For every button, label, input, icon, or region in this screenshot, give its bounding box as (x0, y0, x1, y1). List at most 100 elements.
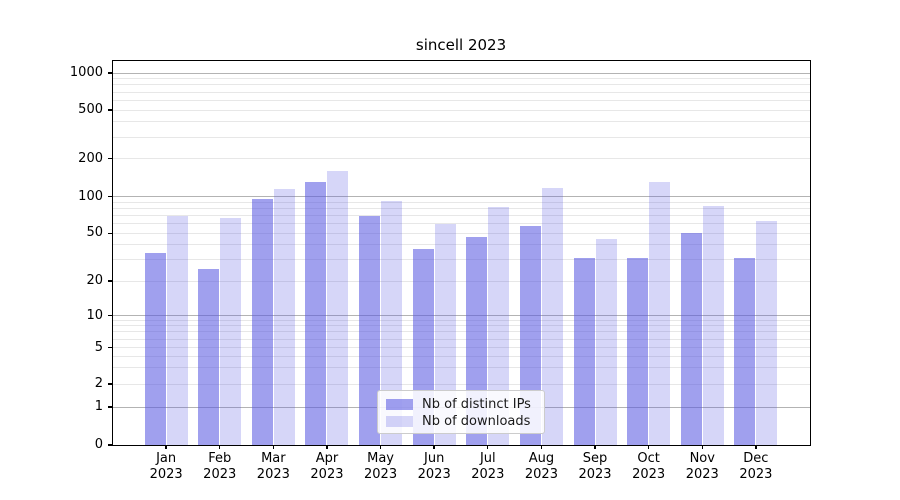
minor-gridline (112, 99, 810, 101)
x-tick-label: Jan 2023 (136, 451, 196, 483)
x-tick-label: Sep 2023 (565, 451, 625, 483)
y-tick (108, 406, 112, 408)
bar-distinct-ips-may-2023 (359, 215, 381, 445)
x-tick (433, 445, 435, 449)
legend-swatch-downloads (386, 415, 413, 427)
bar-distinct-ips-feb-2023 (198, 269, 220, 445)
y-tick (108, 232, 112, 234)
minor-gridline (112, 158, 810, 159)
major-gridline (112, 196, 810, 198)
bar-distinct-ips-jan-2023 (144, 253, 166, 445)
bar-downloads-aug-2023 (541, 188, 563, 445)
y-tick-label: 200 (78, 150, 103, 166)
bar-downloads-jan-2023 (166, 215, 188, 445)
x-tick-label-month: Dec (743, 451, 769, 466)
x-tick (540, 445, 543, 449)
x-tick-label: Mar 2023 (243, 451, 303, 483)
bar-downloads-jun-2023 (434, 223, 456, 445)
x-tick-label-month: Jul (479, 451, 496, 466)
minor-gridline (112, 338, 810, 340)
bar-downloads-feb-2023 (220, 217, 242, 445)
x-tick-label: Nov 2023 (672, 451, 732, 483)
minor-gridline (112, 201, 810, 203)
x-tick (272, 445, 275, 449)
x-tick-label-month: Sep (582, 451, 608, 466)
bar-downloads-dec-2023 (756, 221, 778, 445)
y-tick (108, 72, 112, 74)
minor-gridline (112, 136, 810, 138)
bar-distinct-ips-mar-2023 (251, 199, 273, 445)
y-tick (108, 346, 112, 349)
x-tick-label-year: 2023 (256, 467, 290, 482)
y-tick (108, 383, 112, 385)
y-tick (108, 444, 112, 446)
x-tick-label-year: 2023 (417, 467, 451, 482)
minor-gridline (112, 91, 810, 93)
bar-distinct-ips-dec-2023 (734, 258, 756, 445)
axis-spine-top (111, 60, 811, 62)
minor-gridline (112, 280, 810, 282)
y-tick-label: 50 (86, 225, 103, 241)
bar-distinct-ips-sep-2023 (573, 258, 595, 445)
minor-gridline (112, 259, 810, 261)
axis-spine-bottom (111, 445, 811, 447)
y-tick-label: 0 (94, 437, 103, 452)
minor-gridline (112, 121, 810, 123)
y-tick (108, 314, 112, 317)
y-tick (108, 109, 112, 111)
x-tick (701, 445, 703, 449)
x-tick (326, 445, 328, 449)
x-tick-label-year: 2023 (524, 467, 558, 482)
y-tick-label: 20 (86, 273, 103, 288)
minor-gridline (112, 347, 810, 348)
x-tick-label-year: 2023 (364, 467, 398, 482)
legend-swatch-distinct-ips (386, 398, 413, 410)
x-tick-label: Feb 2023 (190, 451, 250, 483)
y-tick-label: 1000 (69, 65, 103, 80)
x-tick-label-month: Aug (528, 451, 555, 466)
axis-spine-left (111, 60, 113, 446)
y-tick-label: 100 (78, 188, 103, 204)
y-tick (108, 157, 112, 160)
x-tick-label-month: Nov (689, 451, 715, 466)
x-tick-label: Jun 2023 (404, 451, 464, 483)
major-gridline (112, 315, 810, 316)
minor-gridline (112, 215, 810, 217)
x-tick (219, 445, 221, 449)
y-tick-label: 5 (94, 339, 103, 355)
minor-gridline (112, 383, 810, 385)
x-tick-label-month: May (367, 451, 394, 466)
legend-item-distinct-ips: Nb of distinct IPs (386, 396, 536, 412)
y-tick-label: 1 (94, 399, 103, 414)
minor-gridline (112, 319, 810, 321)
bar-distinct-ips-apr-2023 (305, 182, 327, 445)
chart-title: sincell 2023 (415, 36, 507, 54)
x-tick-label-year: 2023 (310, 467, 344, 482)
x-tick (755, 445, 757, 449)
minor-gridline (112, 331, 810, 333)
minor-gridline (112, 325, 810, 327)
bar-downloads-may-2023 (381, 201, 403, 445)
bar-downloads-sep-2023 (595, 238, 617, 445)
minor-gridline (112, 109, 810, 111)
x-tick-label: May 2023 (351, 451, 411, 483)
y-tick (108, 280, 112, 282)
x-tick-label: Apr 2023 (297, 451, 357, 483)
x-tick-label-month: Apr (315, 451, 339, 466)
x-tick-label: Dec 2023 (726, 451, 786, 483)
minor-gridline (112, 223, 810, 225)
x-tick-label-month: Jun (424, 451, 445, 466)
x-tick (379, 445, 382, 449)
x-tick-label-year: 2023 (203, 467, 237, 482)
bar-downloads-jul-2023 (488, 206, 510, 445)
y-tick-label: 2 (94, 376, 103, 391)
legend-label-downloads: Nb of downloads (422, 413, 531, 429)
bar-distinct-ips-oct-2023 (627, 258, 649, 445)
legend-item-downloads: Nb of downloads (386, 413, 536, 429)
x-tick (165, 445, 167, 449)
x-tick-label-year: 2023 (685, 467, 719, 482)
x-tick (487, 445, 489, 449)
axis-spine-right (809, 60, 811, 446)
legend-label-distinct-ips: Nb of distinct IPs (422, 396, 531, 412)
major-gridline (112, 72, 810, 74)
